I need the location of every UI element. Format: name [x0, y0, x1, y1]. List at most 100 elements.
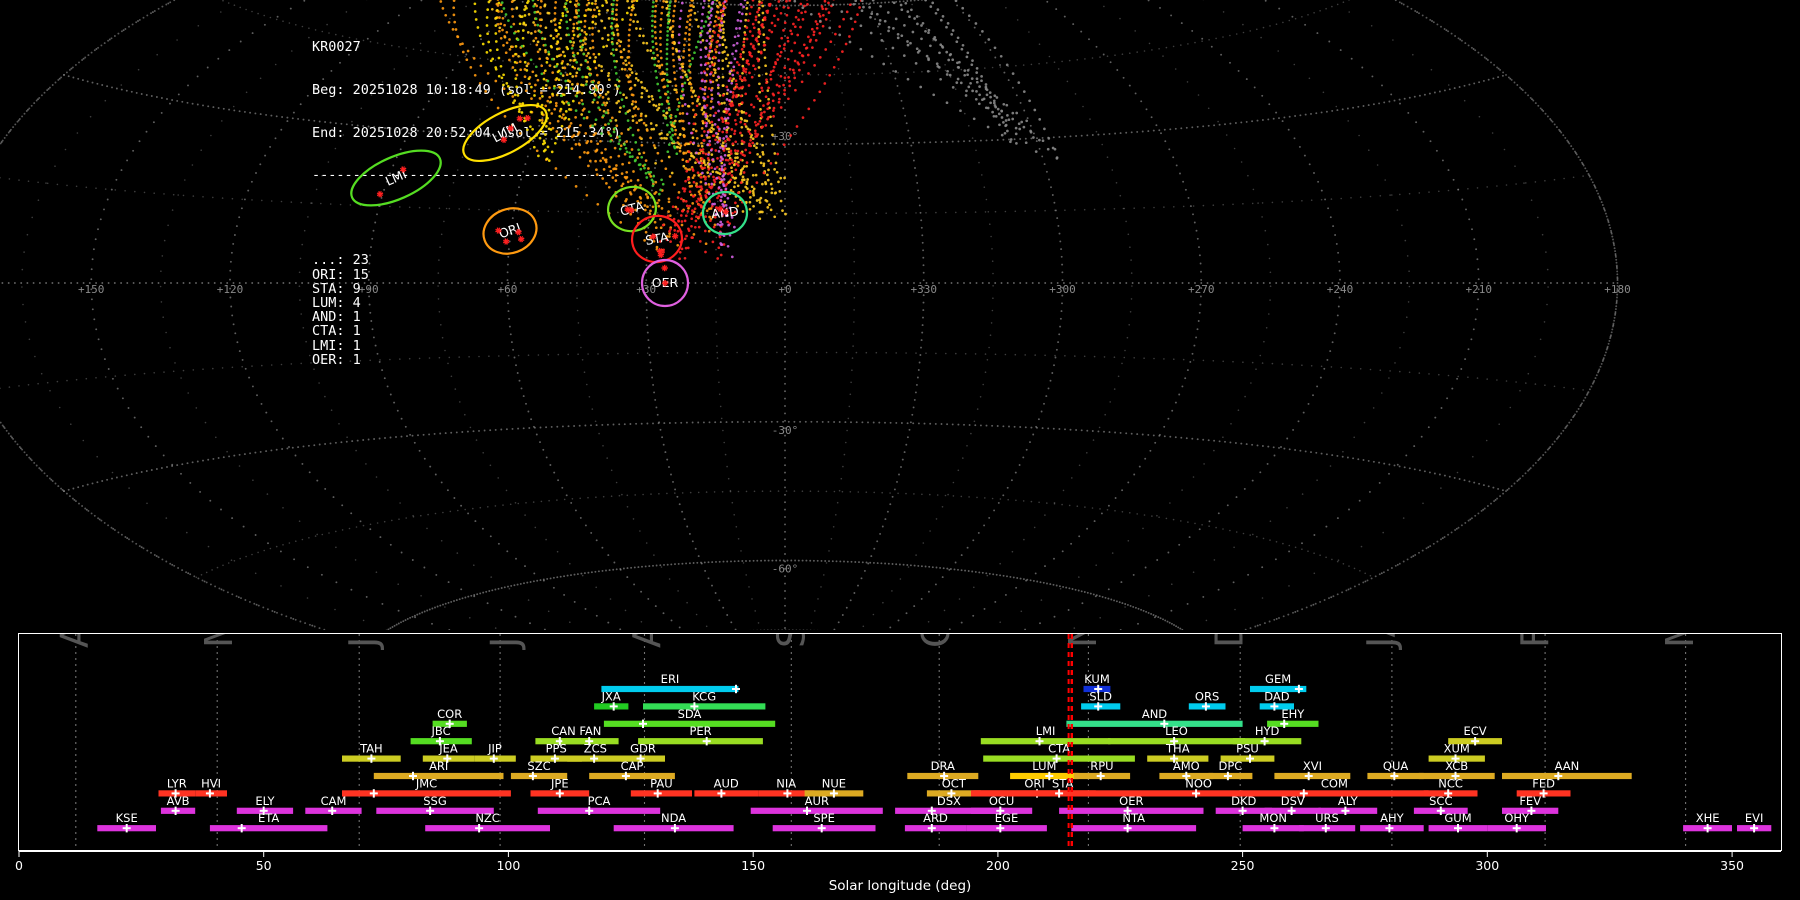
shower-bar-mon[interactable]: MON: [1242, 811, 1304, 833]
radiant-lmi[interactable]: LMI: [344, 139, 449, 216]
shower-bar-tah[interactable]: TAH: [342, 742, 401, 763]
shower-bar-lyr[interactable]: LYR: [158, 776, 196, 798]
shower-bar-hvi[interactable]: HVI: [195, 776, 227, 798]
shower-bar-nda[interactable]: NDA: [613, 811, 734, 833]
activity-bar: [510, 772, 568, 780]
shower-bar-pca[interactable]: PCA: [537, 794, 661, 815]
shower-bar-jbc[interactable]: JBC: [410, 724, 472, 746]
shower-bar-eta[interactable]: ETA: [209, 811, 328, 833]
shower-bar-lmi[interactable]: LMI: [980, 724, 1111, 746]
shower-bar-spe[interactable]: SPE: [772, 811, 876, 833]
shower-code-label: GUM: [1444, 811, 1471, 825]
shower-bar-dpc[interactable]: DPC: [1208, 759, 1253, 781]
shower-bar-gem[interactable]: GEM: [1250, 672, 1307, 694]
shower-bar-ecv[interactable]: ECV: [1448, 724, 1502, 746]
shower-bar-psu[interactable]: PSU: [1220, 742, 1275, 763]
shower-bar-gum[interactable]: GUM: [1428, 811, 1488, 833]
shower-bar-ssg[interactable]: SSG: [376, 794, 494, 815]
shower-bar-nue[interactable]: NUE: [804, 776, 864, 798]
shower-count-row: LMI: 1: [312, 337, 361, 354]
shower-bar-xhe[interactable]: XHE: [1683, 811, 1732, 833]
shower-bar-ocu[interactable]: OCU: [971, 794, 1033, 815]
shower-bar-ors[interactable]: ORS: [1188, 689, 1226, 711]
shower-bar-pps[interactable]: PPS: [530, 742, 582, 763]
shower-bar-zcs[interactable]: ZCS: [567, 742, 624, 763]
shower-bar-jip[interactable]: JIP: [474, 742, 516, 763]
shower-code-label: JBC: [431, 724, 451, 738]
shower-bar-lum[interactable]: LUM: [1010, 759, 1079, 781]
shower-bar-dra[interactable]: DRA: [907, 759, 979, 781]
shower-bar-dkd[interactable]: DKD: [1215, 794, 1272, 815]
shower-bar-xcb[interactable]: XCB: [1418, 759, 1495, 781]
shower-bar-kcg[interactable]: KCG: [643, 689, 766, 711]
shower-bar-and[interactable]: AND: [1066, 707, 1243, 728]
shower-bar-rpu[interactable]: RPU: [1073, 759, 1131, 781]
shower-bar-eri[interactable]: ERI: [601, 672, 740, 694]
shower-bar-ege[interactable]: EGE: [966, 811, 1047, 833]
shower-bar-evi[interactable]: EVI: [1737, 811, 1772, 833]
shower-bar-com[interactable]: COM: [1240, 776, 1429, 798]
shower-bar-jmc[interactable]: JMC: [342, 776, 511, 798]
shower-bar-oer[interactable]: OER: [1059, 794, 1204, 815]
shower-bar-cor[interactable]: COR: [432, 707, 467, 728]
shower-bar-per[interactable]: PER: [638, 724, 763, 746]
shower-bar-leo[interactable]: LEO: [1108, 724, 1245, 746]
shower-bar-kum[interactable]: KUM: [1083, 672, 1111, 694]
shower-bar-nia[interactable]: NIA: [758, 776, 815, 798]
shower-code-label: JEA: [438, 742, 458, 756]
shower-bar-gdr[interactable]: GDR: [621, 742, 665, 763]
shower-bar-xum[interactable]: XUM: [1428, 742, 1485, 763]
radiant-sta[interactable]: STA: [628, 212, 685, 266]
shower-bar-ely[interactable]: ELY: [236, 794, 294, 815]
shower-bar-avb[interactable]: AVB: [160, 794, 196, 815]
radiant-cta[interactable]: CTA: [603, 182, 660, 236]
shower-bar-dad[interactable]: DAD: [1259, 689, 1294, 711]
shower-bar-ehy[interactable]: EHY: [1267, 707, 1319, 728]
shower-code-label: DKD: [1231, 794, 1256, 808]
shower-bar-aly[interactable]: ALY: [1318, 794, 1378, 815]
shower-bar-dsv[interactable]: DSV: [1264, 794, 1321, 815]
shower-bar-pau[interactable]: PAU: [630, 776, 692, 798]
meteor-marker: [524, 114, 531, 122]
shower-bar-aud[interactable]: AUD: [694, 776, 758, 798]
radiant-ellipse: [350, 149, 442, 207]
shower-bar-hyd[interactable]: HYD: [1232, 724, 1302, 746]
shower-bar-ohy[interactable]: OHY: [1487, 811, 1546, 833]
shower-bar-kse[interactable]: KSE: [97, 811, 156, 833]
radiant-lum[interactable]: LUM: [455, 94, 555, 173]
shower-bar-aan[interactable]: AAN: [1502, 759, 1632, 781]
shower-bar-nzc[interactable]: NZC: [425, 811, 550, 833]
shower-bar-sda[interactable]: SDA: [603, 707, 776, 728]
shower-bar-jpe[interactable]: JPE: [530, 776, 590, 798]
shower-bar-cta[interactable]: CTA: [983, 742, 1135, 763]
activity-bar: [376, 807, 494, 814]
shower-bar-urs[interactable]: URS: [1298, 811, 1356, 833]
shower-bar-scc[interactable]: SCC: [1413, 794, 1468, 815]
shower-bar-ncc[interactable]: NCC: [1423, 776, 1478, 798]
shower-bar-ard[interactable]: ARD: [904, 811, 967, 833]
shower-bar-qua[interactable]: QUA: [1367, 759, 1424, 781]
shower-bar-dsx[interactable]: DSX: [895, 794, 1003, 815]
shower-bar-oct[interactable]: OCT: [926, 776, 981, 798]
shower-bar-noo[interactable]: NOO: [1154, 776, 1243, 798]
radiant-ori[interactable]: ORI: [477, 201, 543, 261]
shower-bar-aur[interactable]: AUR: [750, 794, 883, 815]
shower-bar-sld[interactable]: SLD: [1081, 689, 1121, 711]
shower-bar-fev[interactable]: FEV: [1502, 794, 1559, 815]
shower-bar-fan[interactable]: FAN: [562, 724, 619, 746]
shower-bar-fed[interactable]: FED: [1516, 776, 1571, 798]
shower-bar-ari[interactable]: ARI: [373, 759, 504, 781]
shower-bar-szc[interactable]: SZC: [510, 759, 568, 781]
shower-bar-amo[interactable]: AMO: [1159, 759, 1214, 781]
shower-bar-tha[interactable]: THA: [1147, 742, 1209, 763]
radiant-and[interactable]: AND: [701, 190, 749, 236]
shower-bar-nta[interactable]: NTA: [1071, 811, 1197, 833]
shower-bar-ahy[interactable]: AHY: [1360, 811, 1424, 833]
shower-code-label: PCA: [588, 794, 611, 808]
shower-bar-xvi[interactable]: XVI: [1274, 759, 1351, 781]
shower-bar-cap[interactable]: CAP: [589, 759, 675, 781]
shower-bar-jxa[interactable]: JXA: [594, 689, 629, 711]
shower-bar-cam[interactable]: CAM: [305, 794, 362, 815]
shower-bar-jea[interactable]: JEA: [422, 742, 475, 763]
radiant-oer[interactable]: OER: [640, 258, 690, 308]
